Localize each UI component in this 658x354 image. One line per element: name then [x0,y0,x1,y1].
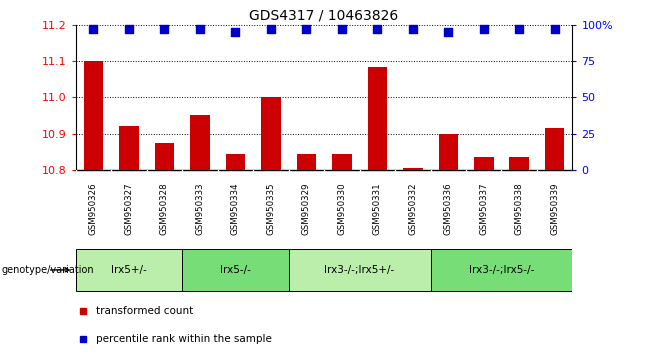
Bar [190,115,210,170]
Text: GSM950326: GSM950326 [89,183,98,235]
Text: GSM950331: GSM950331 [373,183,382,235]
Point [478,26,489,32]
Text: GSM950332: GSM950332 [408,183,417,235]
Bar [332,154,351,170]
Bar [368,67,387,170]
Point [159,26,170,32]
Bar [182,249,289,291]
Text: GSM950337: GSM950337 [479,183,488,235]
Point [336,26,347,32]
Bar [430,249,572,291]
Text: GSM950338: GSM950338 [515,183,524,235]
Bar [297,154,316,170]
Text: lrx5-/-: lrx5-/- [220,265,251,275]
Point [549,26,560,32]
Text: GSM950328: GSM950328 [160,183,169,235]
Text: GSM950334: GSM950334 [231,183,240,235]
Point [407,26,418,32]
Point [301,26,312,32]
Text: lrx3-/-;lrx5-/-: lrx3-/-;lrx5-/- [468,265,534,275]
Point [372,26,382,32]
Bar [403,168,422,170]
Text: GSM950333: GSM950333 [195,183,205,235]
Bar [509,157,529,170]
Text: lrx3-/-;lrx5+/-: lrx3-/-;lrx5+/- [324,265,395,275]
Text: GSM950335: GSM950335 [266,183,275,235]
Bar [438,134,458,170]
Text: GSM950327: GSM950327 [124,183,134,235]
Text: GSM950336: GSM950336 [443,183,453,235]
Bar [289,249,430,291]
Title: GDS4317 / 10463826: GDS4317 / 10463826 [249,8,399,22]
Point [266,26,276,32]
Bar [261,97,280,170]
Text: genotype/variation: genotype/variation [1,265,94,275]
Point [195,26,205,32]
Text: transformed count: transformed count [95,306,193,316]
Point [88,26,99,32]
Text: GSM950329: GSM950329 [302,183,311,235]
Text: GSM950330: GSM950330 [338,183,346,235]
Bar [119,126,139,170]
Bar [76,249,182,291]
Point [230,29,241,35]
Bar [545,128,565,170]
Bar [155,143,174,170]
Point [443,29,453,35]
Text: GSM950339: GSM950339 [550,183,559,235]
Point [514,26,524,32]
Point [124,26,134,32]
Bar [84,61,103,170]
Bar [226,154,245,170]
Text: lrx5+/-: lrx5+/- [111,265,147,275]
Bar [474,157,494,170]
Text: percentile rank within the sample: percentile rank within the sample [95,333,271,343]
